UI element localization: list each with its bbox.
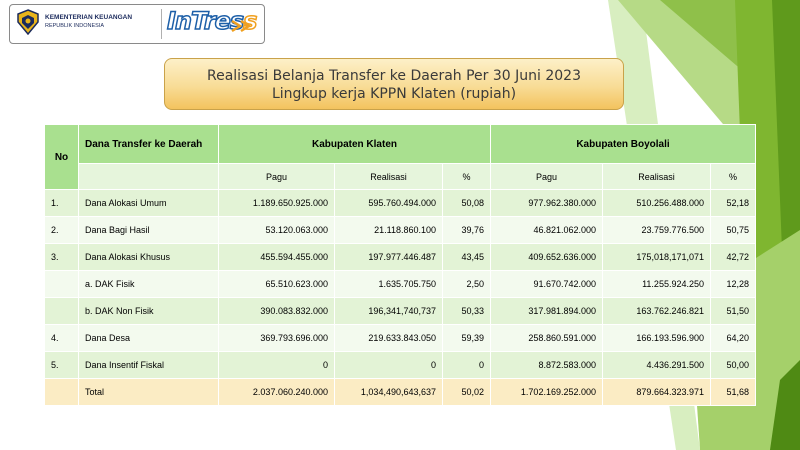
blank-subheader — [78, 163, 219, 190]
klaten-realisasi: 595.760.494.000 — [334, 189, 443, 217]
boyolali-pct: 50,00 — [710, 351, 756, 379]
row-name: Dana Desa — [78, 324, 219, 352]
title-line2: Lingkup kerja KPPN Klaten (rupiah) — [271, 86, 517, 102]
klaten-pagu: 0 — [218, 351, 335, 379]
klaten-pct: 59,39 — [442, 324, 491, 352]
boyolali-realisasi: 166.193.596.900 — [602, 324, 711, 352]
table-row: b. DAK Non Fisik 390.083.832.000 196,341… — [44, 297, 756, 325]
total-row: Total 2.037.060.240.000 1,034,490,643,63… — [44, 378, 756, 406]
klaten-pct: 43,45 — [442, 243, 491, 271]
boyolali-pagu: 409.652.636.000 — [490, 243, 603, 271]
table-row: 2. Dana Bagi Hasil 53.120.063.000 21.118… — [44, 216, 756, 244]
row-no — [44, 270, 79, 298]
boyolali-realisasi: 23.759.776.500 — [602, 216, 711, 244]
boyolali-pagu: 8.872.583.000 — [490, 351, 603, 379]
table-row: 3. Dana Alokasi Khusus 455.594.455.000 1… — [44, 243, 756, 271]
boyolali-pct: 51,68 — [710, 378, 756, 406]
row-no — [44, 378, 79, 406]
title-line1: Realisasi Belanja Transfer ke Daerah Per… — [207, 68, 581, 84]
row-name: Dana Alokasi Umum — [78, 189, 219, 217]
kemenkeu-emblem-icon — [17, 9, 39, 35]
row-name: b. DAK Non Fisik — [78, 297, 219, 325]
klaten-pagu: 65.510.623.000 — [218, 270, 335, 298]
kemenkeu-logo: KEMENTERIAN KEUANGAN REPUBLIK INDONESIA — [16, 9, 132, 35]
klaten-pct: 2,50 — [442, 270, 491, 298]
klaten-pagu: 455.594.455.000 — [218, 243, 335, 271]
boyolali-pct: 51,50 — [710, 297, 756, 325]
klaten-pct: 39,76 — [442, 216, 491, 244]
ministry-name: KEMENTERIAN KEUANGAN — [45, 14, 133, 21]
boyolali-realisasi: 175,018,171,071 — [602, 243, 711, 271]
col-dana-header: Dana Transfer ke Daerah — [78, 124, 219, 164]
row-name: Dana Insentif Fiskal — [78, 351, 219, 379]
row-name: Dana Alokasi Khusus — [78, 243, 219, 271]
klaten-pct: 50,02 — [442, 378, 491, 406]
logo-bar: KEMENTERIAN KEUANGAN REPUBLIK INDONESIA … — [9, 4, 265, 44]
group-klaten-header: Kabupaten Klaten — [218, 124, 491, 164]
boyolali-realisasi-header: Realisasi — [602, 163, 711, 190]
boyolali-pct-header: % — [710, 163, 756, 190]
ministry-country: REPUBLIK INDONESIA — [45, 23, 104, 29]
klaten-realisasi: 1.635.705.750 — [334, 270, 443, 298]
row-name: Dana Bagi Hasil — [78, 216, 219, 244]
table-row: 5. Dana Insentif Fiskal 0 0 0 8.872.583.… — [44, 351, 756, 379]
logo-divider — [161, 9, 162, 39]
row-name: a. DAK Fisik — [78, 270, 219, 298]
header-row-1: No Dana Transfer ke Daerah Kabupaten Kla… — [44, 124, 756, 190]
group-boyolali-header: Kabupaten Boyolali — [490, 124, 756, 164]
row-no: 1. — [44, 189, 79, 217]
table-row: 1. Dana Alokasi Umum 1.189.650.925.000 5… — [44, 189, 756, 217]
boyolali-pagu: 317.981.894.000 — [490, 297, 603, 325]
boyolali-pct: 64,20 — [710, 324, 756, 352]
table-row: a. DAK Fisik 65.510.623.000 1.635.705.75… — [44, 270, 756, 298]
boyolali-pct: 50,75 — [710, 216, 756, 244]
row-no: 5. — [44, 351, 79, 379]
boyolali-realisasi: 11.255.924.250 — [602, 270, 711, 298]
klaten-pct: 0 — [442, 351, 491, 379]
slide-title: Realisasi Belanja Transfer ke Daerah Per… — [164, 58, 624, 110]
table-row: 4. Dana Desa 369.793.696.000 219.633.843… — [44, 324, 756, 352]
klaten-pagu: 390.083.832.000 — [218, 297, 335, 325]
klaten-realisasi: 0 — [334, 351, 443, 379]
row-no: 2. — [44, 216, 79, 244]
boyolali-realisasi: 163.762.246.821 — [602, 297, 711, 325]
klaten-realisasi-header: Realisasi — [334, 163, 443, 190]
boyolali-pct: 52,18 — [710, 189, 756, 217]
boyolali-pct: 42,72 — [710, 243, 756, 271]
boyolali-pct: 12,28 — [710, 270, 756, 298]
signal-arrows-icon — [231, 19, 252, 33]
klaten-pagu: 1.189.650.925.000 — [218, 189, 335, 217]
row-no: 4. — [44, 324, 79, 352]
boyolali-pagu: 977.962.380.000 — [490, 189, 603, 217]
klaten-pagu-header: Pagu — [218, 163, 335, 190]
row-no — [44, 297, 79, 325]
boyolali-pagu: 46.821.062.000 — [490, 216, 603, 244]
row-no: 3. — [44, 243, 79, 271]
klaten-realisasi: 197.977.446.487 — [334, 243, 443, 271]
boyolali-pagu-header: Pagu — [490, 163, 603, 190]
klaten-realisasi: 219.633.843.050 — [334, 324, 443, 352]
klaten-pct: 50,08 — [442, 189, 491, 217]
klaten-realisasi: 1,034,490,643,637 — [334, 378, 443, 406]
row-name: Total — [78, 378, 219, 406]
col-no-header: No — [44, 124, 79, 190]
klaten-pagu: 369.793.696.000 — [218, 324, 335, 352]
transfer-table: No Dana Transfer ke Daerah Kabupaten Kla… — [44, 124, 756, 406]
klaten-realisasi: 21.118.860.100 — [334, 216, 443, 244]
boyolali-pagu: 1.702.169.252.000 — [490, 378, 603, 406]
klaten-pct-header: % — [442, 163, 491, 190]
boyolali-realisasi: 879.664.323.971 — [602, 378, 711, 406]
klaten-pct: 50,33 — [442, 297, 491, 325]
boyolali-realisasi: 4.436.291.500 — [602, 351, 711, 379]
header-row-2: Pagu Realisasi % Pagu Realisasi % — [45, 163, 756, 190]
boyolali-realisasi: 510.256.488.000 — [602, 189, 711, 217]
klaten-realisasi: 196,341,740,737 — [334, 297, 443, 325]
boyolali-pagu: 91.670.742.000 — [490, 270, 603, 298]
klaten-pagu: 53.120.063.000 — [218, 216, 335, 244]
boyolali-pagu: 258.860.591.000 — [490, 324, 603, 352]
klaten-pagu: 2.037.060.240.000 — [218, 378, 335, 406]
